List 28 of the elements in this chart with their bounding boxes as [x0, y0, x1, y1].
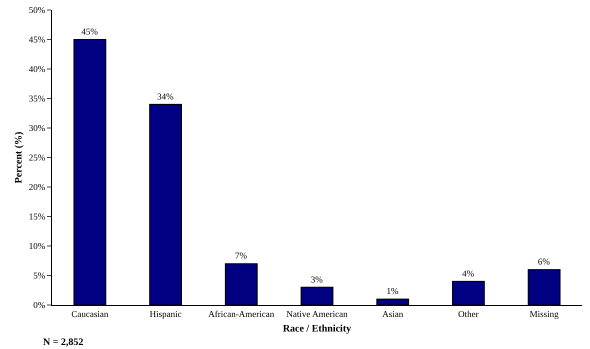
y-tick-label: 0%: [33, 300, 46, 310]
y-tick-label: 30%: [28, 123, 46, 134]
x-tick-label: African-American: [208, 308, 275, 319]
x-tick-label: Native American: [286, 308, 348, 319]
data-label: 45%: [81, 26, 98, 36]
x-tick-label: Other: [458, 308, 479, 319]
y-tick-label: 50%: [28, 5, 46, 16]
data-label: 4%: [462, 268, 475, 278]
x-axis-title: Race / Ethnicity: [282, 323, 352, 334]
text: N = 2,852: [43, 337, 84, 348]
x-tick-label: Missing: [530, 308, 560, 319]
x-tick-label: Hispanic: [150, 308, 182, 319]
x-tick-label: Asian: [382, 308, 404, 319]
y-tick-label: 40%: [28, 64, 46, 74]
data-label: 1%: [386, 286, 399, 296]
y-tick-label: 25%: [28, 152, 46, 163]
data-label: 34%: [157, 91, 174, 102]
y-tick-label: 35%: [28, 94, 46, 104]
x-tick-label: Caucasian: [71, 308, 109, 319]
data-label: 7%: [235, 250, 248, 261]
y-tick-label: 20%: [28, 182, 46, 192]
y-axis-title: Percent (%): [14, 132, 25, 184]
y-tick-label: 15%: [28, 212, 46, 222]
y-tick-label: 5%: [33, 270, 46, 281]
data-label: 3%: [310, 274, 324, 284]
y-tick-label: 45%: [28, 34, 46, 45]
y-tick-label: 10%: [28, 241, 46, 252]
data-label: 6%: [538, 256, 550, 267]
